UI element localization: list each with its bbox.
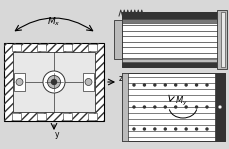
Bar	[114, 20, 121, 59]
Circle shape	[174, 128, 176, 130]
Circle shape	[85, 79, 92, 86]
Bar	[12, 44, 21, 51]
Circle shape	[164, 128, 166, 130]
Bar	[214, 73, 224, 141]
Bar	[216, 10, 226, 69]
Circle shape	[217, 105, 221, 109]
Circle shape	[43, 71, 65, 93]
Circle shape	[164, 106, 166, 108]
Circle shape	[153, 128, 155, 130]
Bar	[83, 73, 94, 91]
Bar	[37, 44, 46, 51]
Text: y: y	[55, 130, 59, 139]
Bar	[220, 12, 224, 67]
Circle shape	[153, 106, 155, 108]
Circle shape	[184, 128, 186, 130]
Circle shape	[143, 128, 145, 130]
Circle shape	[143, 106, 145, 108]
Bar	[121, 12, 216, 19]
Bar	[12, 113, 21, 120]
Bar	[121, 73, 224, 141]
Bar	[62, 44, 71, 51]
Circle shape	[205, 128, 207, 130]
Circle shape	[132, 106, 134, 108]
Circle shape	[205, 84, 207, 86]
Bar	[121, 62, 216, 67]
Bar	[121, 59, 216, 62]
Circle shape	[184, 106, 186, 108]
Circle shape	[205, 106, 207, 108]
Circle shape	[164, 84, 166, 86]
Circle shape	[51, 80, 56, 84]
Bar	[121, 19, 216, 23]
Bar	[121, 73, 128, 141]
Text: $M_y$: $M_y$	[174, 95, 187, 108]
Circle shape	[47, 76, 60, 89]
Bar	[62, 113, 71, 120]
Bar	[13, 52, 95, 112]
Text: z: z	[118, 74, 123, 83]
Circle shape	[174, 84, 176, 86]
Circle shape	[195, 128, 197, 130]
Circle shape	[132, 84, 134, 86]
Circle shape	[174, 106, 176, 108]
Circle shape	[16, 79, 23, 86]
Bar	[37, 113, 46, 120]
Bar	[4, 43, 104, 121]
Text: $M_x$: $M_x$	[47, 16, 60, 28]
Bar	[14, 73, 25, 91]
Circle shape	[132, 128, 134, 130]
Circle shape	[153, 84, 155, 86]
Bar	[4, 43, 104, 121]
Bar	[88, 113, 97, 120]
Bar	[88, 44, 97, 51]
Bar	[121, 12, 224, 67]
Circle shape	[184, 84, 186, 86]
Circle shape	[195, 106, 197, 108]
Circle shape	[195, 84, 197, 86]
Circle shape	[143, 84, 145, 86]
